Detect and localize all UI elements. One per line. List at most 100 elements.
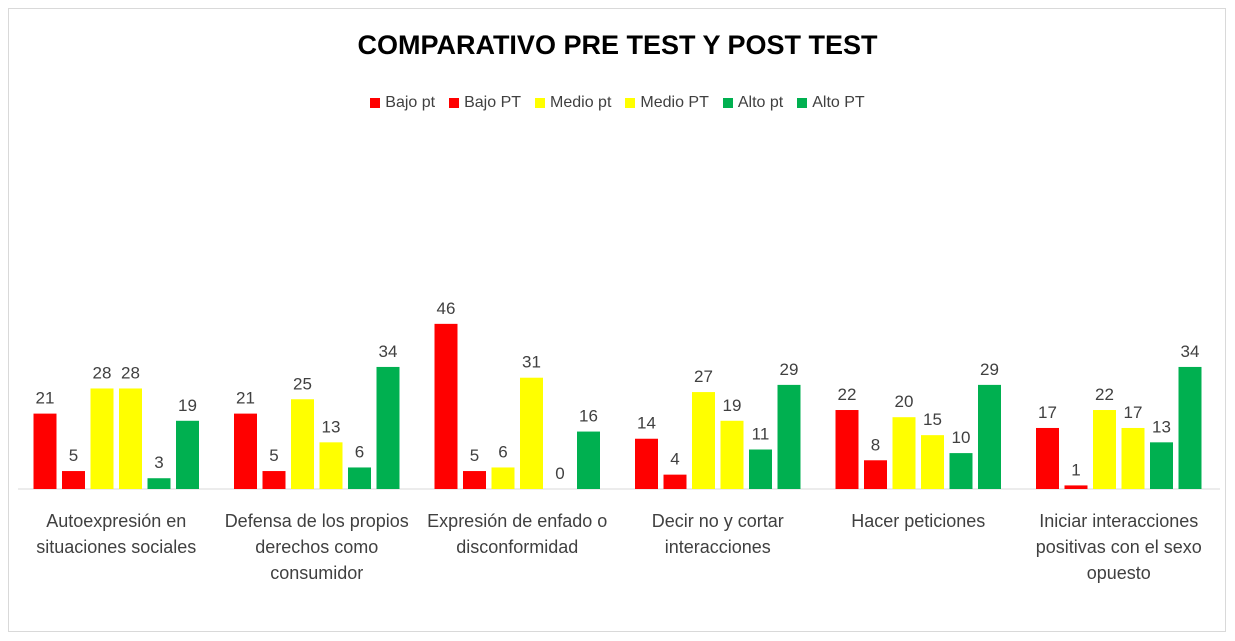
data-label: 34 — [379, 342, 398, 361]
bar — [978, 384, 1001, 489]
bar — [176, 420, 199, 489]
legend-item: Medio PT — [625, 94, 709, 112]
data-label: 13 — [322, 417, 341, 436]
bar — [692, 392, 715, 489]
bar — [949, 453, 973, 489]
legend-swatch — [797, 98, 808, 108]
data-label: 19 — [723, 396, 742, 415]
bar — [90, 388, 114, 489]
data-label: 16 — [579, 407, 598, 426]
legend-item: Bajo PT — [449, 94, 521, 112]
data-label: 22 — [1095, 385, 1114, 404]
data-label: 13 — [1152, 417, 1171, 436]
legend-label: Medio PT — [640, 94, 709, 111]
data-label: 6 — [355, 442, 364, 461]
bar — [147, 478, 171, 489]
data-label: 29 — [780, 360, 799, 379]
legend-swatch — [370, 98, 381, 108]
data-label: 4 — [670, 450, 679, 469]
bar — [635, 438, 658, 489]
legend-label: Bajo PT — [464, 94, 522, 111]
data-label: 10 — [952, 428, 971, 447]
data-label: 20 — [895, 392, 914, 411]
bar — [921, 435, 944, 489]
data-label: 17 — [1038, 403, 1057, 422]
bar — [33, 413, 57, 489]
bar — [262, 471, 286, 489]
data-label: 8 — [871, 435, 880, 454]
bar — [1093, 410, 1116, 489]
data-label: 14 — [637, 414, 656, 433]
chart-frame — [8, 8, 1226, 632]
bar — [1178, 366, 1202, 489]
legend-label: Alto pt — [737, 94, 784, 111]
bar — [463, 471, 486, 489]
legend-label: Medio pt — [550, 94, 612, 111]
bar — [291, 399, 314, 489]
bar — [720, 420, 744, 489]
x-tick-label: Expresión de enfado o disconformidad — [427, 511, 608, 557]
legend-item: Medio pt — [535, 94, 611, 112]
data-label: 21 — [36, 389, 55, 408]
bar — [663, 474, 687, 489]
bar — [234, 413, 257, 489]
data-label: 21 — [236, 389, 255, 408]
legend: Bajo pt Bajo PT Medio pt Medio PT Alto pt Alt… — [0, 94, 1235, 112]
data-label: 29 — [980, 360, 999, 379]
bar — [777, 384, 801, 489]
x-tick-label: Iniciar interacciones positivas con el s… — [1035, 511, 1202, 583]
bar — [577, 431, 600, 489]
data-label: 31 — [522, 353, 541, 372]
data-label: 5 — [470, 446, 479, 465]
data-label: 15 — [923, 410, 942, 429]
legend-item: Alto pt — [722, 94, 784, 112]
x-tick-label: Autoexpresión en situaciones sociales — [36, 511, 197, 557]
bar — [376, 366, 400, 489]
bar — [348, 467, 371, 489]
bar — [1064, 485, 1088, 489]
data-label: 27 — [694, 367, 713, 386]
data-label: 25 — [293, 374, 312, 393]
data-label: 5 — [269, 446, 278, 465]
chart-title: COMPARATIVO PRE TEST Y POST TEST — [357, 30, 878, 60]
bar — [434, 323, 458, 489]
bar — [1121, 427, 1145, 489]
data-label: 17 — [1124, 403, 1143, 422]
x-tick-label: Defensa de los propios derechos como con… — [224, 511, 409, 583]
bar — [491, 467, 515, 489]
legend-swatch — [535, 98, 546, 108]
bar — [892, 417, 916, 489]
legend-item: Bajo pt — [370, 94, 435, 112]
data-label: 19 — [178, 396, 197, 415]
bar — [749, 449, 772, 489]
data-label: 22 — [838, 385, 857, 404]
bar — [62, 471, 85, 489]
legend-item: Alto PT — [797, 94, 865, 112]
legend-swatch — [625, 98, 636, 108]
bar — [864, 460, 887, 489]
legend-swatch — [449, 98, 460, 108]
x-tick-label: Hacer peticiones — [851, 511, 986, 531]
data-label: 0 — [555, 464, 564, 483]
legend-swatch — [722, 98, 733, 108]
data-label: 5 — [69, 446, 78, 465]
x-tick-label: Decir no y cortar interacciones — [651, 511, 784, 557]
data-label: 28 — [93, 363, 112, 382]
data-label: 46 — [437, 299, 456, 318]
data-label: 11 — [752, 425, 770, 444]
legend-label: Bajo pt — [385, 94, 436, 111]
data-label: 34 — [1181, 342, 1200, 361]
bar — [319, 442, 343, 489]
data-label: 1 — [1071, 460, 1080, 479]
bar — [119, 388, 142, 489]
data-label: 28 — [121, 363, 140, 382]
bar — [1150, 442, 1173, 489]
bar — [1036, 427, 1059, 489]
bar — [835, 410, 859, 489]
data-label: 3 — [154, 453, 163, 472]
bar — [520, 377, 543, 489]
data-label: 6 — [498, 442, 507, 461]
legend-label: Alto PT — [812, 94, 865, 111]
